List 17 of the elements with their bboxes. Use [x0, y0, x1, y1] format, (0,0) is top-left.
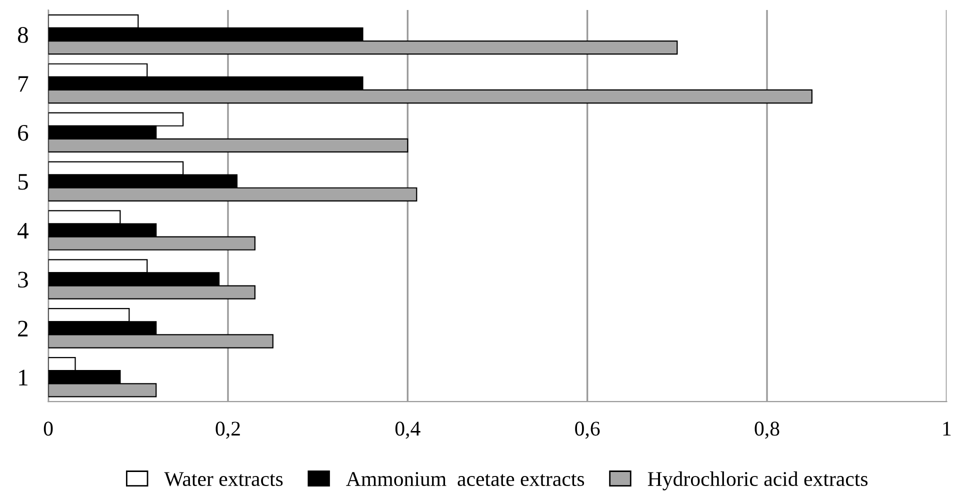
y-tick-label: 8	[18, 27, 28, 43]
y-tick-label: 7	[18, 76, 28, 92]
y-tick-label: 1	[19, 370, 28, 386]
y-tick-label: 3	[18, 272, 28, 288]
x-tick-label: 0	[44, 422, 53, 436]
x-tick-label: 0,6	[575, 422, 600, 439]
y-tick-label: 5	[18, 174, 28, 190]
x-tick-label: 1	[943, 422, 951, 436]
legend-label: Water extracts	[164, 472, 283, 486]
y-tick-label: 6	[18, 124, 28, 141]
legend-label: Ammonium acetate extracts	[346, 472, 584, 486]
x-tick-label: 0,2	[216, 422, 240, 439]
y-tick-label: 4	[18, 222, 28, 238]
x-tick-label: 0,8	[754, 422, 780, 439]
legend-label: Hydrochloric acid extracts	[648, 471, 868, 490]
y-tick-label: 2	[18, 320, 28, 336]
x-tick-label: 0,4	[395, 422, 420, 439]
